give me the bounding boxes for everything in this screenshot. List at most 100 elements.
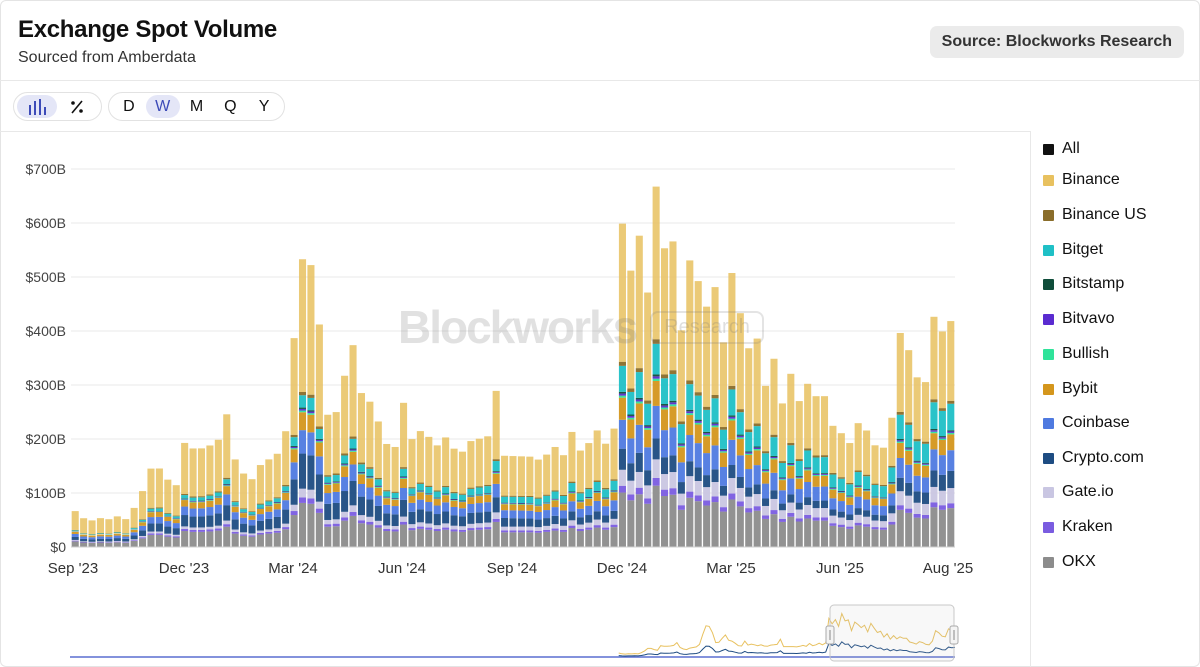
bar-segment-kraken[interactable] — [391, 529, 399, 532]
bar-segment-bitstamp[interactable] — [618, 391, 626, 394]
bar-segment-bitstamp[interactable] — [661, 404, 669, 406]
bar-segment-coinbase[interactable] — [627, 438, 635, 464]
bar-segment-crypto-com[interactable] — [593, 511, 601, 520]
bar-segment-bullish[interactable] — [189, 501, 197, 503]
bar-segment-binance-us[interactable] — [913, 439, 921, 442]
bar-segment-bitget[interactable] — [677, 424, 685, 444]
bar-segment-bitget[interactable] — [669, 374, 677, 401]
bar-segment-bybit[interactable] — [778, 480, 786, 491]
bar-segment-kraken[interactable] — [669, 488, 677, 495]
bar-segment-crypto-com[interactable] — [71, 536, 79, 540]
bar-segment-bybit[interactable] — [80, 534, 88, 537]
bar-segment-bitstamp[interactable] — [433, 497, 441, 498]
bar-segment-bullish[interactable] — [745, 453, 753, 455]
bar-segment-okx[interactable] — [661, 496, 669, 547]
bar-segment-binance[interactable] — [879, 447, 887, 485]
bar-segment-coinbase[interactable] — [879, 506, 887, 516]
bar-segment-coinbase[interactable] — [181, 506, 189, 516]
bar-segment-coinbase[interactable] — [551, 507, 559, 516]
bar-segment-binance-us[interactable] — [324, 475, 332, 477]
bar-segment-kraken[interactable] — [484, 527, 492, 530]
bar-segment-bybit[interactable] — [155, 512, 163, 517]
bar-segment-crypto-com[interactable] — [888, 505, 896, 514]
bar-segment-bitvavo[interactable] — [290, 446, 298, 449]
bar-segment-bybit[interactable] — [425, 495, 433, 503]
bar-segment-okx[interactable] — [181, 531, 189, 547]
bar-segment-gate-io[interactable] — [947, 488, 955, 504]
bar-segment-kraken[interactable] — [829, 523, 837, 526]
bar-segment-crypto-com[interactable] — [745, 487, 753, 497]
bar-segment-bybit[interactable] — [357, 474, 365, 484]
bar-segment-crypto-com[interactable] — [105, 538, 113, 542]
bar-segment-bitget[interactable] — [795, 461, 803, 476]
bar-segment-bitvavo[interactable] — [400, 477, 408, 479]
bar-segment-coinbase[interactable] — [248, 519, 256, 526]
bar-segment-coinbase[interactable] — [147, 517, 155, 524]
bar-segment-binance-us[interactable] — [315, 426, 323, 429]
bar-segment-bybit[interactable] — [812, 476, 820, 487]
bar-segment-crypto-com[interactable] — [770, 490, 778, 499]
bar-segment-bullish[interactable] — [905, 449, 913, 451]
bar-segment-gate-io[interactable] — [686, 476, 694, 492]
bar-segment-kraken[interactable] — [762, 515, 770, 519]
bar-segment-bybit[interactable] — [677, 447, 685, 463]
bar-segment-kraken[interactable] — [837, 524, 845, 528]
bar-segment-binance[interactable] — [762, 385, 770, 452]
bar-segment-binance-us[interactable] — [610, 479, 618, 481]
bar-segment-bybit[interactable] — [492, 473, 500, 484]
bar-segment-bullish[interactable] — [829, 488, 837, 490]
bar-segment-binance[interactable] — [728, 273, 736, 386]
bar-segment-bullish[interactable] — [846, 496, 854, 498]
bar-segment-bitget[interactable] — [585, 489, 593, 497]
bar-segment-okx[interactable] — [122, 542, 130, 547]
bar-segment-binance[interactable] — [787, 373, 795, 444]
bar-segment-gate-io[interactable] — [172, 534, 180, 537]
bar-segment-bybit[interactable] — [172, 519, 180, 524]
bar-segment-kraken[interactable] — [543, 529, 551, 532]
bar-segment-okx[interactable] — [576, 531, 584, 547]
bar-segment-bullish[interactable] — [425, 494, 433, 495]
bar-segment-bitvavo[interactable] — [433, 497, 441, 499]
bar-segment-bitstamp[interactable] — [703, 431, 711, 434]
bar-segment-crypto-com[interactable] — [804, 497, 812, 505]
bar-segment-okx[interactable] — [240, 535, 248, 547]
bar-segment-bitstamp[interactable] — [896, 438, 904, 441]
bar-segment-gate-io[interactable] — [122, 541, 130, 543]
bar-segment-coinbase[interactable] — [391, 506, 399, 515]
bar-segment-coinbase[interactable] — [804, 482, 812, 498]
bar-segment-bitget[interactable] — [888, 467, 896, 482]
bar-segment-coinbase[interactable] — [593, 500, 601, 512]
bar-segment-kraken[interactable] — [425, 527, 433, 530]
bar-segment-binance-us[interactable] — [795, 459, 803, 461]
bar-segment-okx[interactable] — [526, 532, 534, 547]
bar-segment-bybit[interactable] — [324, 484, 332, 494]
bar-segment-binance[interactable] — [711, 287, 719, 395]
bar-segment-crypto-com[interactable] — [652, 438, 660, 460]
bar-segment-okx[interactable] — [282, 529, 290, 547]
bar-segment-crypto-com[interactable] — [719, 485, 728, 496]
bar-segment-bitget[interactable] — [248, 511, 256, 515]
bar-segment-kraken[interactable] — [711, 496, 719, 503]
bar-segment-kraken[interactable] — [804, 514, 812, 519]
bar-segment-kraken[interactable] — [80, 541, 88, 543]
bar-segment-gate-io[interactable] — [357, 515, 365, 521]
bar-segment-crypto-com[interactable] — [753, 484, 761, 495]
bar-segment-binance[interactable] — [652, 186, 660, 340]
bar-segment-binance-us[interactable] — [517, 495, 525, 497]
bar-segment-gate-io[interactable] — [694, 481, 702, 496]
bar-segment-okx[interactable] — [374, 527, 382, 547]
bar-segment-binance[interactable] — [585, 443, 593, 488]
bar-segment-bitvavo[interactable] — [543, 502, 551, 504]
bar-segment-binance-us[interactable] — [661, 374, 669, 379]
bar-segment-bybit[interactable] — [450, 500, 458, 507]
bar-segment-kraken[interactable] — [576, 529, 584, 532]
bar-segment-binance-us[interactable] — [307, 394, 315, 398]
bar-segment-binance[interactable] — [113, 516, 121, 532]
bar-segment-bitvavo[interactable] — [947, 431, 955, 433]
bar-segment-gate-io[interactable] — [96, 541, 104, 542]
bar-segment-bitstamp[interactable] — [913, 460, 921, 462]
bar-segment-bybit[interactable] — [526, 504, 534, 511]
bar-segment-gate-io[interactable] — [341, 511, 349, 518]
bar-segment-coinbase[interactable] — [315, 456, 323, 475]
bar-segment-bybit[interactable] — [543, 503, 551, 511]
